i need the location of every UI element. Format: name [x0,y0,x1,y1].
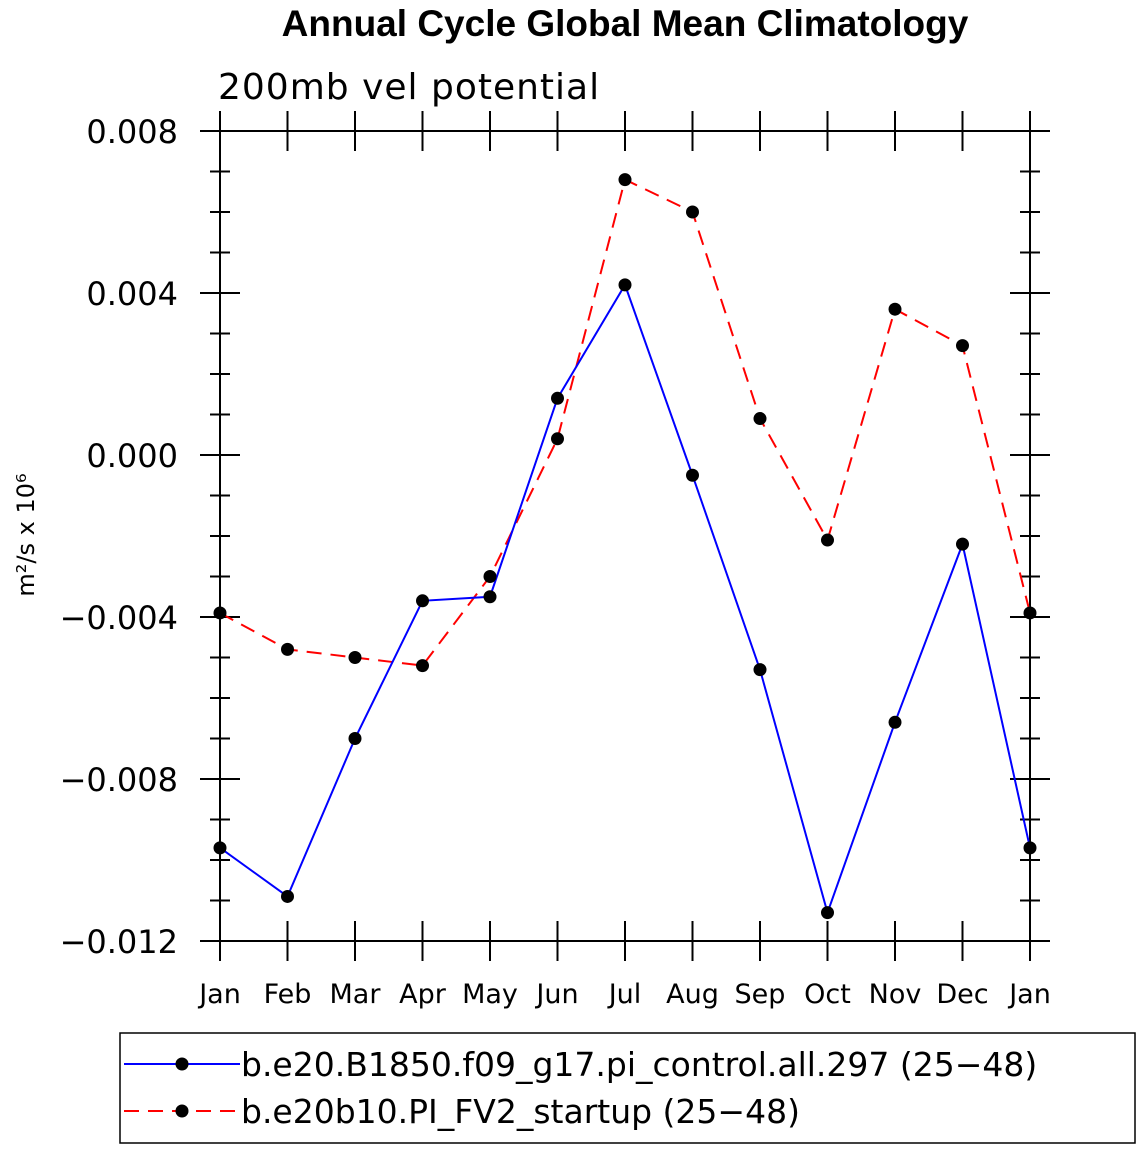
data-point [753,663,767,677]
x-tick-label: May [462,979,518,1010]
data-point [888,715,902,729]
x-tick-label: Jun [534,979,578,1010]
y-tick-label: −0.012 [60,923,178,961]
y-tick-label: −0.004 [60,599,178,637]
data-point [483,590,497,604]
y-tick-label: −0.008 [60,761,178,799]
data-point [686,468,699,482]
data-point [281,889,294,903]
series-line [219,282,1031,916]
x-tick-label: Aug [666,979,719,1010]
x-tick-label: Feb [264,979,312,1010]
chart-title: Annual Cycle Global Mean Climatology [282,3,969,44]
legend-marker [175,1057,189,1071]
legend-box [119,1032,1136,1144]
data-point [618,173,632,187]
y-tick-label: 0.000 [86,437,178,475]
data-point [888,302,902,316]
plot-border [219,130,1031,942]
data-point [821,906,834,920]
x-tick-label: Sep [735,979,786,1010]
data-point [1023,841,1037,855]
data-point [551,391,564,405]
y-tick-labels: 0.008 0.004 0.000 −0.004 −0.008 −0.012 [60,113,178,961]
chart-subtitle: 200mb vel potential [218,67,600,108]
axis-ticks [200,111,1050,961]
data-point [753,412,767,426]
series-line [219,178,1031,667]
x-tick-label: Jan [1007,979,1051,1010]
data-point [213,606,227,620]
data-point [281,642,294,656]
legend-label: b.e20b10.PI_FV2_startup (25−48) [241,1092,800,1131]
data-point [348,732,362,745]
data-point [213,841,227,855]
plot-frame [219,130,1031,942]
x-tick-label: Jul [607,979,642,1010]
data-point [821,533,834,547]
data-point [483,570,497,583]
y-tick-label: 0.008 [86,113,178,151]
data-point [618,278,632,292]
data-point [956,537,969,551]
x-tick-label: Mar [330,979,382,1010]
x-tick-labels: Jan Feb Mar Apr May Jun Jul Aug Sep Oct Nov Dec Jan [197,979,1051,1010]
y-axis-label: m²/s x 10⁶ [12,473,40,596]
data-point [1023,606,1037,620]
x-tick-label: Nov [869,979,922,1010]
x-tick-label: Jan [197,979,241,1010]
x-tick-label: Apr [399,979,447,1010]
x-tick-label: Dec [936,979,988,1010]
x-tick-label: Oct [804,979,851,1010]
data-point [551,432,564,446]
data-point [956,339,969,353]
legend-label: b.e20.B1850.f09_g17.pi_control.all.297 (… [241,1045,1037,1084]
series-layer [213,173,1037,920]
data-point [416,594,429,608]
y-tick-label: 0.004 [86,275,178,313]
data-point [348,651,362,664]
data-point [686,205,699,219]
data-point [416,659,429,673]
legend-marker [175,1104,189,1118]
legend: b.e20.B1850.f09_g17.pi_control.all.297 (… [119,1032,1136,1144]
